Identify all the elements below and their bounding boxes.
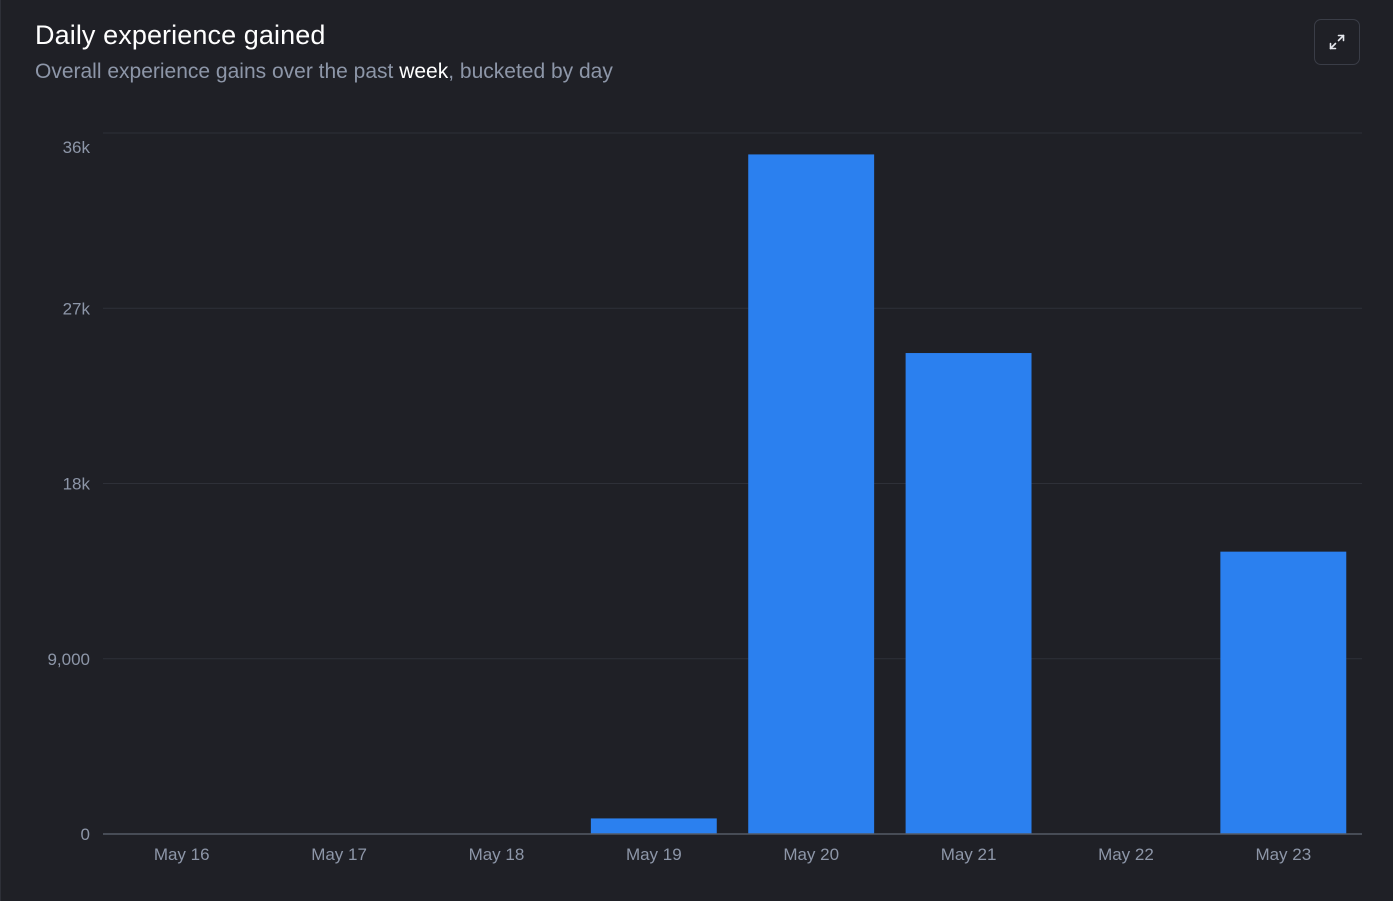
x-tick-label: May 21 [941, 845, 997, 864]
subtitle-period-highlight: week [399, 60, 449, 83]
y-tick-label: 36k [63, 138, 91, 157]
subtitle-text-before: Overall experience gains over the past [35, 60, 400, 83]
y-tick-label: 9,000 [47, 650, 90, 669]
y-tick-label: 18k [63, 475, 91, 494]
expand-button[interactable] [1314, 19, 1360, 65]
chart-title: Daily experience gained [35, 20, 326, 50]
bar[interactable] [905, 353, 1032, 834]
bars [590, 154, 1347, 835]
subtitle-text-after: , bucketed by day [448, 60, 613, 83]
y-tick-label: 0 [81, 825, 90, 844]
y-tick-label: 27k [63, 299, 91, 318]
bar[interactable] [590, 818, 717, 834]
x-tick-label: May 16 [154, 845, 210, 864]
x-tick-label: May 22 [1098, 845, 1154, 864]
chart-subtitle: Overall experience gains over the past w… [35, 60, 613, 84]
x-tick-label: May 23 [1255, 845, 1311, 864]
x-tick-label: May 20 [783, 845, 839, 864]
grid-lines [103, 132, 1362, 660]
bar[interactable] [1220, 551, 1347, 834]
expand-arrows-icon [1329, 34, 1345, 50]
x-tick-label: May 17 [311, 845, 367, 864]
x-tick-label: May 18 [469, 845, 525, 864]
x-tick-label: May 19 [626, 845, 682, 864]
axes: 0 9,000 18k 27k 36k May 16 May 17 May 18 May 19 M… [47, 138, 1362, 864]
bar[interactable] [748, 154, 875, 835]
